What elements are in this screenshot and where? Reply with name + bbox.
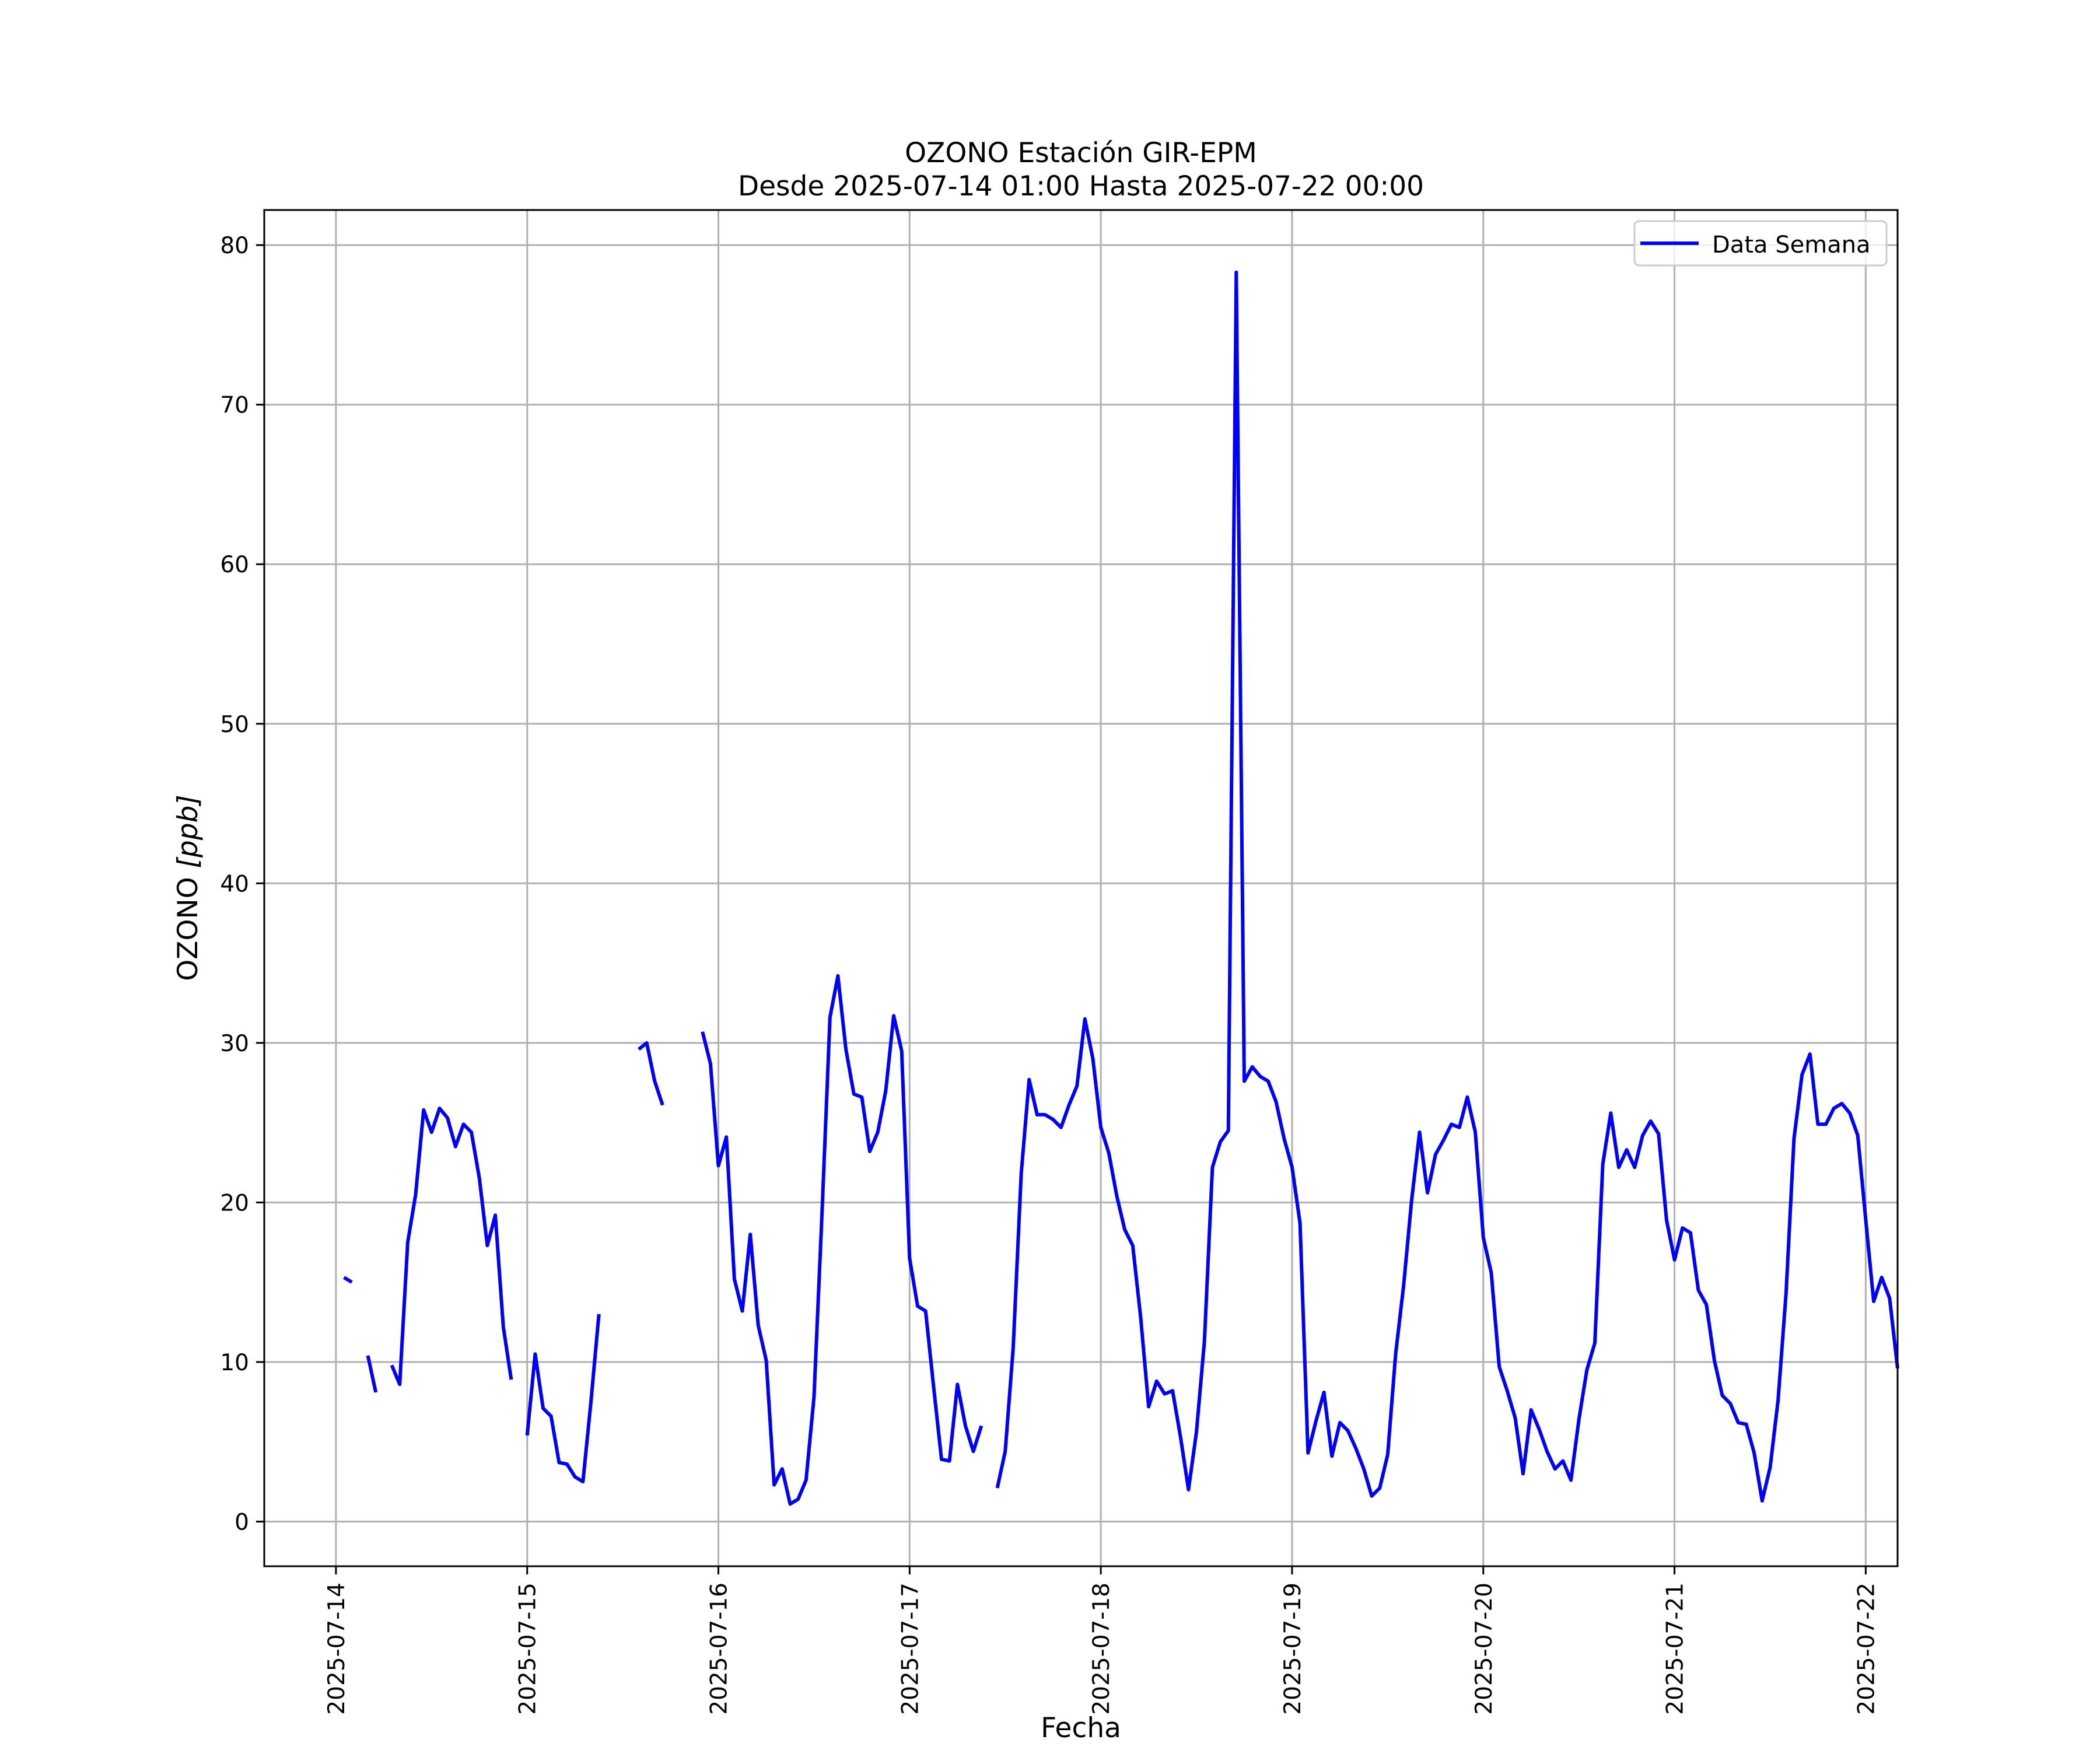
y-tick-label: 50 (220, 712, 249, 738)
series-line-segment (638, 1041, 664, 1106)
y-axis-label: OZONO [ppb] (172, 794, 204, 981)
x-tick-label: 2025-07-21 (1662, 1583, 1689, 1715)
y-tick-label: 0 (235, 1509, 249, 1535)
series-line-segment (701, 974, 984, 1506)
y-tick-label: 30 (220, 1031, 249, 1057)
plot-area-frame (263, 209, 1899, 1567)
chart-subtitle: Desde 2025-07-14 01:00 Hasta 2025-07-22 … (738, 170, 1424, 202)
x-tick-label: 2025-07-14 (324, 1583, 350, 1715)
series-line-segment (995, 270, 1899, 1503)
series-line-group (343, 270, 1899, 1506)
y-axis-ticks: 0 10 20 30 40 50 60 70 80 (220, 233, 264, 1535)
y-axis-label-quantity: OZONO (172, 868, 204, 981)
x-tick-label: 2025-07-17 (897, 1583, 923, 1715)
y-tick-label: 60 (220, 552, 249, 578)
y-tick-label: 20 (220, 1190, 249, 1216)
grid-lines (264, 210, 1898, 1566)
x-axis-ticks: 2025-07-14 2025-07-15 2025-07-16 2025-07-17… (324, 1566, 1880, 1715)
y-tick-label: 70 (220, 393, 249, 419)
x-tick-label: 2025-07-16 (706, 1583, 733, 1715)
legend: Data Semana (1633, 220, 1888, 267)
x-axis-label: Fecha (1041, 1712, 1121, 1744)
x-tick-label: 2025-07-22 (1853, 1583, 1880, 1715)
series-line-segment (525, 1314, 601, 1483)
series-line-segment (366, 1355, 378, 1393)
legend-box (1633, 220, 1888, 267)
x-tick-label: 2025-07-19 (1280, 1583, 1306, 1715)
y-axis-label-unit: [ppb] (172, 794, 204, 868)
series-line-segment (343, 1276, 353, 1284)
series-line-segment (390, 1107, 513, 1387)
y-tick-label: 40 (220, 871, 249, 897)
y-tick-label: 10 (220, 1350, 249, 1376)
y-tick-label: 80 (220, 233, 249, 259)
legend-label-data-semana: Data Semana (1712, 232, 1871, 258)
chart-title: OZONO Estación GIR-EPM (905, 137, 1257, 169)
x-tick-label: 2025-07-15 (515, 1583, 541, 1715)
x-tick-label: 2025-07-18 (1088, 1583, 1115, 1715)
x-tick-label: 2025-07-20 (1471, 1583, 1497, 1715)
